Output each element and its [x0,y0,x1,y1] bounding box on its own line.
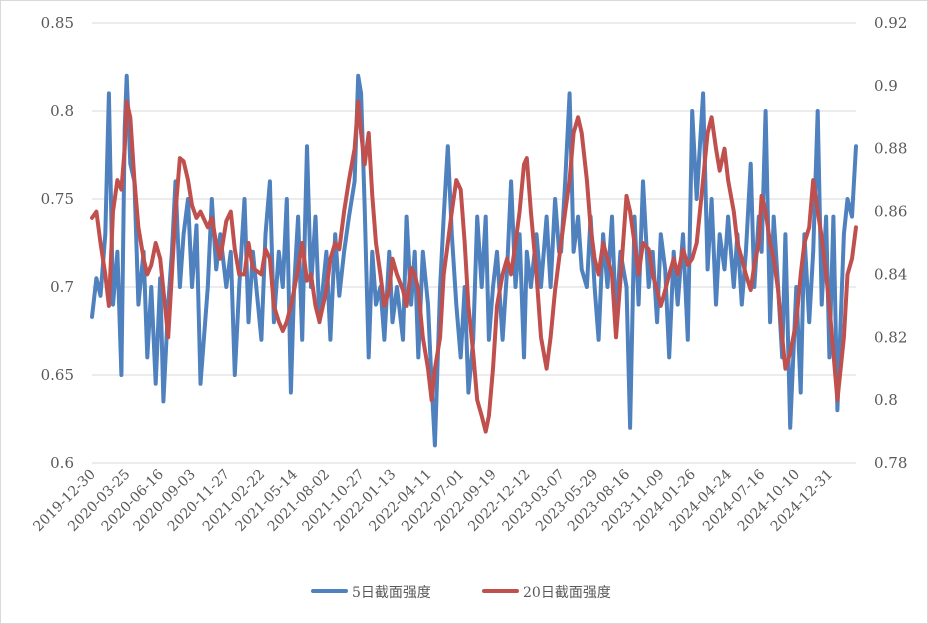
left-tick-label-3: 0.75 [41,190,74,208]
legend-label-20d: 20日截面强度 [523,585,611,601]
left-axis-ticks: 0.6 0.65 0.7 0.75 0.8 0.85 [41,14,74,472]
right-tick-label-6: 0.9 [874,77,898,95]
right-tick-label-4: 0.86 [874,203,907,221]
left-tick-label-0: 0.6 [50,454,74,472]
left-tick-label-5: 0.85 [41,14,74,32]
left-tick-label-1: 0.65 [41,366,74,384]
right-tick-label-2: 0.82 [874,328,907,346]
x-axis: 2019-12-302020-03-252020-06-162020-09-03… [30,462,856,535]
legend: 5日截面强度 20日截面强度 [311,585,611,601]
series-line-20d [90,99,858,434]
left-tick-label-2: 0.7 [50,278,74,296]
right-tick-label-0: 0.78 [874,454,907,472]
right-tick-label-1: 0.8 [874,391,898,409]
legend-label-5d: 5日截面强度 [352,585,431,601]
series-layer [90,73,858,448]
right-axis-ticks: 0.78 0.8 0.82 0.84 0.86 0.88 0.9 0.92 [874,14,907,472]
left-tick-label-4: 0.8 [50,102,74,120]
right-tick-label-5: 0.88 [874,140,907,158]
right-tick-label-7: 0.92 [874,14,907,32]
right-tick-label-3: 0.84 [874,265,907,283]
gridlines [92,22,856,464]
